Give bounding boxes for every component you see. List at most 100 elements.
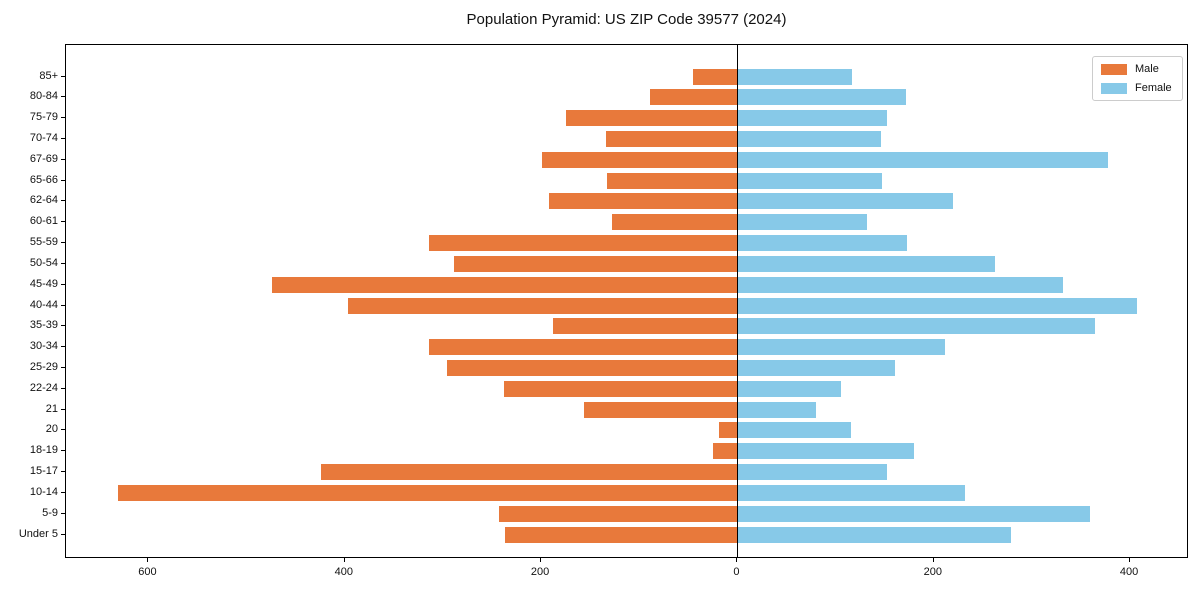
y-axis-tick-label: 18-19	[29, 444, 58, 457]
male-bar	[453, 255, 738, 272]
female-bar	[737, 359, 896, 376]
y-axis-tick-label: 85+	[39, 69, 58, 82]
y-tick-mark	[61, 179, 65, 181]
x-axis-tick-label: 200	[923, 566, 942, 578]
y-tick-mark	[61, 75, 65, 77]
y-axis-tick-label: Under 5	[18, 527, 58, 540]
female-bar	[737, 110, 887, 127]
female-bar	[737, 255, 995, 272]
y-tick-mark	[61, 200, 65, 202]
y-tick-mark	[61, 346, 65, 348]
female-bar	[737, 380, 841, 397]
y-axis-tick-label: 80-84	[29, 90, 58, 103]
x-tick-mark	[1129, 558, 1131, 562]
y-axis-tick-label: 45-49	[29, 277, 58, 290]
male-bar	[650, 89, 738, 106]
y-tick-mark	[61, 304, 65, 306]
y-tick-mark	[61, 408, 65, 410]
y-axis-tick-label: 21	[45, 402, 58, 415]
y-axis-tick-label: 20	[45, 423, 58, 436]
y-axis-tick-label: 30-34	[29, 340, 58, 353]
male-bar	[429, 339, 738, 356]
male-bar	[446, 359, 738, 376]
female-bar	[737, 505, 1090, 522]
male-bar	[605, 130, 738, 147]
y-tick-mark	[61, 283, 65, 285]
male-bar	[347, 297, 738, 314]
female-bar	[737, 193, 954, 210]
y-tick-mark	[61, 117, 65, 119]
x-axis-tick-label: 200	[530, 566, 550, 578]
female-bar	[737, 526, 1012, 543]
legend-row-male: Male	[1101, 63, 1174, 75]
y-tick-mark	[61, 429, 65, 431]
male-bar	[272, 276, 738, 293]
y-axis-tick-label: 60-61	[29, 215, 58, 228]
x-axis-tick-label: 400	[334, 566, 353, 578]
male-bar	[712, 443, 738, 460]
male-bar	[542, 151, 738, 168]
y-axis-tick-label: 22-24	[29, 381, 58, 394]
female-bar	[737, 484, 966, 501]
x-axis-tick-label: 400	[1119, 566, 1139, 578]
female-bar	[737, 89, 907, 106]
female-bar	[737, 422, 852, 439]
male-swatch-icon	[1101, 63, 1127, 75]
male-bar	[118, 484, 738, 501]
legend-row-female: Female	[1101, 82, 1174, 94]
female-bar	[737, 276, 1064, 293]
female-bar	[737, 318, 1095, 335]
x-tick-mark	[932, 558, 934, 562]
female-bar	[737, 235, 908, 252]
y-axis-tick-label: 5-9	[42, 506, 58, 519]
female-bar	[737, 401, 816, 418]
female-bar	[737, 339, 945, 356]
y-axis-tick-label: 10-14	[29, 485, 58, 498]
male-bar	[611, 214, 738, 231]
male-bar	[429, 235, 738, 252]
male-bar	[498, 505, 738, 522]
y-axis-tick-label: 67-69	[29, 152, 58, 165]
male-bar	[504, 526, 738, 543]
y-axis-tick-label: 75-79	[29, 111, 58, 124]
y-tick-mark	[61, 262, 65, 264]
female-bar	[737, 214, 867, 231]
male-bar	[565, 110, 738, 127]
female-bar	[737, 464, 887, 481]
y-tick-mark	[61, 366, 65, 368]
male-bar	[321, 464, 738, 481]
male-bar	[503, 380, 738, 397]
y-tick-mark	[61, 137, 65, 139]
y-axis-tick-label: 70-74	[29, 131, 58, 144]
female-bar	[737, 130, 881, 147]
legend: Male Female	[1092, 56, 1183, 101]
y-tick-mark	[61, 325, 65, 327]
y-tick-mark	[61, 242, 65, 244]
y-tick-mark	[61, 512, 65, 514]
y-tick-mark	[61, 387, 65, 389]
chart-title: Population Pyramid: US ZIP Code 39577 (2…	[466, 11, 787, 28]
y-tick-mark	[61, 221, 65, 223]
y-tick-mark	[61, 96, 65, 98]
x-axis-tick-label: 0	[733, 566, 740, 578]
x-axis-tick-label: 600	[138, 566, 157, 578]
legend-female-label: Female	[1135, 82, 1172, 94]
y-axis-tick-label: 15-17	[29, 465, 58, 478]
female-bar	[737, 172, 882, 189]
y-tick-mark	[61, 471, 65, 473]
female-bar	[737, 151, 1108, 168]
y-axis-tick-label: 65-66	[29, 173, 58, 186]
y-axis-tick-label: 50-54	[29, 256, 58, 269]
plot-area	[65, 44, 1188, 558]
x-tick-mark	[736, 558, 738, 562]
x-tick-mark	[540, 558, 542, 562]
female-bar	[737, 443, 915, 460]
legend-male-label: Male	[1135, 63, 1159, 75]
x-tick-mark	[147, 558, 149, 562]
male-bar	[584, 401, 738, 418]
female-swatch-icon	[1101, 82, 1127, 94]
male-bar	[718, 422, 738, 439]
male-bar	[548, 193, 738, 210]
y-axis-tick-label: 55-59	[29, 236, 58, 249]
